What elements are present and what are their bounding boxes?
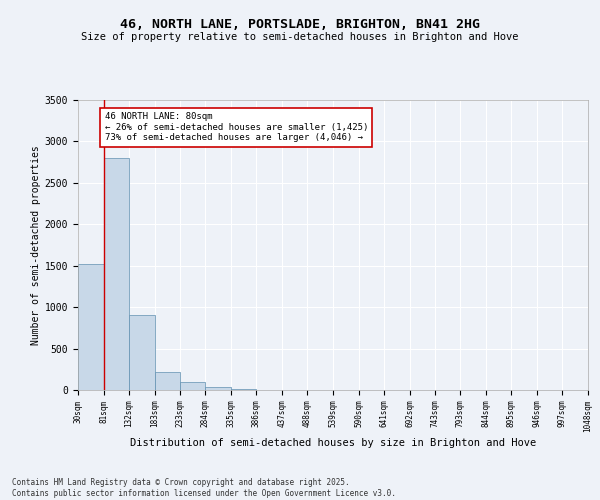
Bar (155, 372, 180, 390)
Bar (129, 316, 155, 390)
Bar (104, 158, 129, 390)
Text: Contains HM Land Registry data © Crown copyright and database right 2025.
Contai: Contains HM Land Registry data © Crown c… (12, 478, 396, 498)
Bar (179, 382, 205, 390)
Text: 46, NORTH LANE, PORTSLADE, BRIGHTON, BN41 2HG: 46, NORTH LANE, PORTSLADE, BRIGHTON, BN4… (120, 18, 480, 30)
Text: Size of property relative to semi-detached houses in Brighton and Hove: Size of property relative to semi-detach… (81, 32, 519, 42)
X-axis label: Distribution of semi-detached houses by size in Brighton and Hove: Distribution of semi-detached houses by … (130, 438, 536, 448)
Y-axis label: Number of semi-detached properties: Number of semi-detached properties (31, 145, 41, 345)
Text: 46 NORTH LANE: 80sqm
← 26% of semi-detached houses are smaller (1,425)
73% of se: 46 NORTH LANE: 80sqm ← 26% of semi-detac… (104, 112, 368, 142)
Bar (205, 386, 231, 390)
Bar (78, 264, 104, 390)
Bar (231, 389, 256, 390)
